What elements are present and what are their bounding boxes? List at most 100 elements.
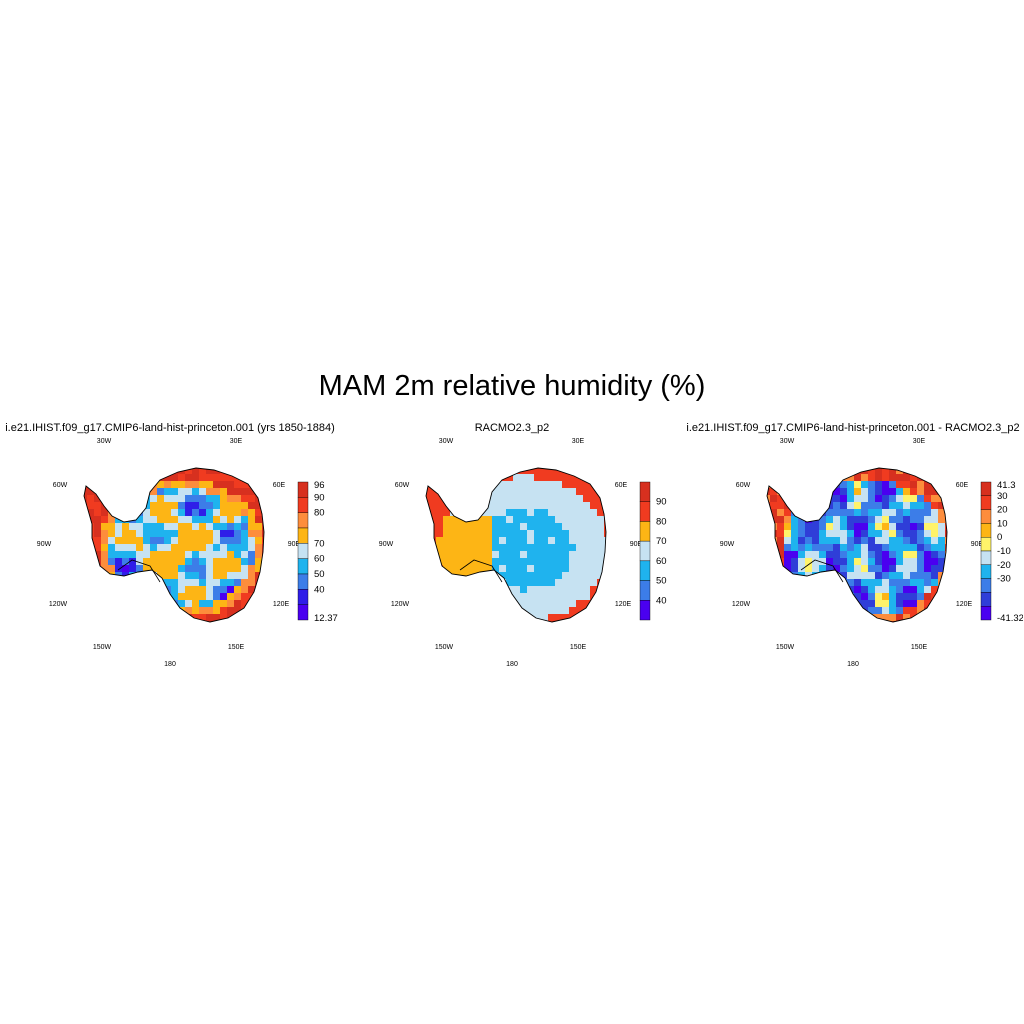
grid-cell — [101, 523, 108, 530]
grid-cell — [143, 488, 150, 495]
grid-cell — [241, 628, 248, 635]
grid-cell — [548, 572, 555, 579]
grid-cell — [171, 593, 178, 600]
grid-cell — [875, 607, 882, 614]
grid-cell — [903, 537, 910, 544]
grid-cell — [548, 509, 555, 516]
grid-cell — [450, 495, 457, 502]
grid-cell — [150, 593, 157, 600]
grid-cell — [80, 628, 87, 635]
grid-cell — [590, 516, 597, 523]
grid-cell — [471, 586, 478, 593]
grid-cell — [115, 530, 122, 537]
grid-cell — [513, 607, 520, 614]
grid-cell — [917, 523, 924, 530]
grid-cell — [819, 502, 826, 509]
grid-cell — [604, 558, 606, 565]
grid-cell — [777, 593, 784, 600]
grid-cell — [555, 614, 562, 621]
grid-cell — [819, 460, 826, 467]
grid-cell — [805, 537, 812, 544]
grid-cell — [143, 468, 150, 474]
grid-cell — [157, 468, 164, 474]
grid-cell — [569, 558, 576, 565]
grid-cell — [840, 572, 847, 579]
grid-cell — [527, 621, 534, 622]
grid-cell — [910, 551, 917, 558]
grid-cell — [861, 621, 868, 622]
grid-cell — [548, 474, 555, 481]
grid-cell — [255, 565, 262, 572]
grid-cell — [164, 474, 171, 481]
grid-cell — [220, 530, 227, 537]
grid-cell — [108, 565, 115, 572]
longitude-label: 120E — [956, 601, 973, 608]
grid-cell — [269, 565, 276, 572]
grid-cell — [241, 502, 248, 509]
grid-cell — [534, 509, 541, 516]
grid-cell — [583, 502, 590, 509]
grid-cell — [847, 495, 854, 502]
grid-cell — [143, 523, 150, 530]
grid-cell — [917, 551, 924, 558]
grid-cell — [805, 565, 812, 572]
grid-cell — [924, 509, 931, 516]
grid-cell — [917, 537, 924, 544]
grid-cell — [945, 558, 947, 565]
grid-cell — [213, 614, 220, 621]
grid-cell — [945, 474, 947, 481]
grid-cell — [157, 628, 164, 635]
grid-cell — [513, 523, 520, 530]
grid-cell — [527, 614, 534, 621]
grid-cell — [889, 523, 896, 530]
longitude-label: 120W — [391, 601, 410, 608]
grid-cell — [241, 572, 248, 579]
grid-cell — [555, 544, 562, 551]
grid-cell — [443, 565, 450, 572]
grid-cell — [143, 579, 150, 586]
grid-cell — [562, 579, 569, 586]
grid-cell — [178, 516, 185, 523]
grid-cell — [854, 558, 861, 565]
grid-cell — [115, 551, 122, 558]
grid-cell — [269, 509, 276, 516]
grid-cell — [777, 530, 784, 537]
grid-cell — [478, 502, 485, 509]
grid-cell — [255, 614, 262, 621]
grid-cell — [541, 509, 548, 516]
grid-cell — [805, 621, 812, 622]
grid-cell — [784, 516, 791, 523]
grid-cell — [426, 537, 429, 544]
grid-cell — [611, 488, 618, 495]
grid-cell — [199, 565, 206, 572]
grid-cell — [136, 572, 143, 579]
grid-cell — [569, 572, 576, 579]
grid-cell — [192, 565, 199, 572]
grid-cell — [931, 468, 938, 474]
grid-cell — [875, 468, 882, 474]
grid-cell — [583, 551, 590, 558]
grid-cell — [889, 579, 896, 586]
grid-cell — [917, 495, 924, 502]
grid-cell — [520, 551, 527, 558]
grid-cell — [213, 572, 220, 579]
grid-cell — [199, 628, 206, 635]
grid-cell — [248, 551, 255, 558]
grid-cell — [227, 530, 234, 537]
grid-cell — [527, 495, 534, 502]
grid-cell — [931, 586, 938, 593]
grid-cell — [597, 523, 604, 530]
grid-cell — [833, 621, 840, 622]
colorbar-label: 80 — [314, 508, 325, 519]
longitude-label: 150W — [93, 644, 112, 651]
colorbar-label: 90 — [314, 492, 325, 503]
grid-cell — [805, 495, 812, 502]
grid-cell — [178, 537, 185, 544]
grid-cell — [875, 530, 882, 537]
grid-cell — [471, 530, 478, 537]
grid-cell — [185, 509, 192, 516]
grid-cell — [429, 544, 436, 551]
grid-cell — [499, 495, 506, 502]
grid-cell — [777, 509, 784, 516]
grid-cell — [784, 593, 791, 600]
